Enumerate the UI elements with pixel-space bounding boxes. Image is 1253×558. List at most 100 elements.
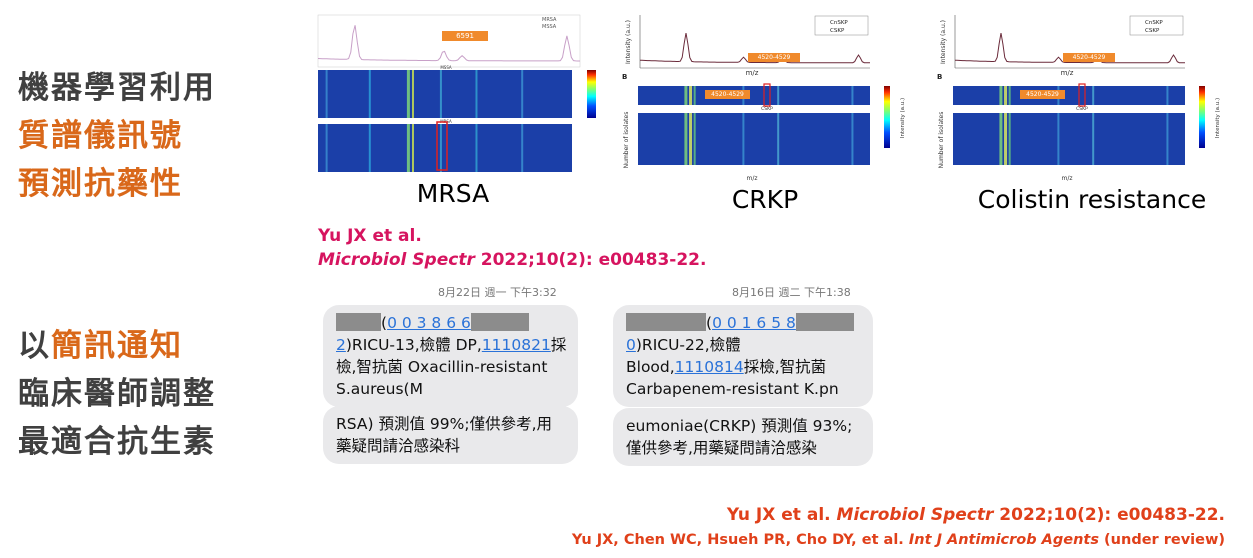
text: Blood,	[626, 358, 675, 376]
legend-entry: CnSKP	[1145, 20, 1163, 26]
heatmap-band	[368, 70, 371, 118]
peak-label: 6591	[456, 32, 474, 40]
panel-label: B	[622, 73, 627, 81]
redaction	[470, 313, 529, 331]
heading-line: 質譜儀訊號	[18, 118, 183, 154]
legend-box	[1129, 15, 1184, 36]
heatmap-band	[1166, 113, 1169, 165]
axis-label: Intensity (a.u.)	[625, 20, 632, 64]
reference: Yu JX et al. Microbiol Spectr 2022;10(2)…	[727, 505, 1225, 525]
caption: Colistin resistance	[978, 185, 1206, 214]
peak-label-box	[705, 90, 750, 99]
text: (	[706, 314, 713, 332]
heatmap	[638, 86, 870, 105]
axis-label: m/z	[746, 175, 757, 182]
heatmap-band	[1057, 113, 1060, 165]
heatmap-band	[693, 86, 696, 105]
highlight-box	[436, 121, 448, 171]
peak-label-box	[1063, 53, 1115, 62]
text: RSA) 預測值 99%;僅供參考,用	[336, 415, 553, 433]
heatmap-band	[684, 113, 688, 165]
heading-line: 預測抗藥性	[18, 166, 183, 202]
link[interactable]: 1110814	[674, 358, 744, 376]
text: 以	[18, 328, 51, 364]
heatmap-band	[325, 124, 328, 172]
heatmap-band	[1166, 86, 1169, 105]
heatmap-band	[411, 124, 414, 172]
heatmap	[953, 113, 1185, 165]
heading-line: 最適合抗生素	[18, 424, 216, 460]
link[interactable]: 0 0 3 8 6 6	[387, 314, 471, 332]
heading-line: 以簡訊通知	[18, 320, 183, 365]
panel-label: B	[937, 73, 942, 81]
colorbar	[587, 70, 596, 118]
axis-label: Number of isolates	[623, 112, 630, 169]
heatmap-band	[1092, 113, 1095, 165]
link[interactable]: 0 0 1 6 5 8	[712, 314, 796, 332]
spectrum-line	[639, 33, 870, 64]
heatmap-band	[1092, 86, 1095, 105]
text: Carbapenem-resistant K.pn	[626, 380, 839, 398]
text: S.aureus(M	[336, 380, 423, 398]
text: 採	[550, 336, 567, 354]
heatmap-band	[475, 124, 478, 172]
legend-entry: MSSA	[542, 24, 557, 30]
text: 藥疑問請洽感染科	[336, 437, 461, 455]
peak-label: 4520-4529	[758, 54, 791, 61]
author: Yu JX et al.	[726, 505, 837, 525]
message-bubble: (0 0 3 8 6 6 2)RICU-13,檢體 DP,1110821採 檢,…	[323, 305, 578, 407]
author: Yu JX, Chen WC, Hsueh PR, Cho DY, et al.	[571, 532, 909, 548]
link[interactable]: 0	[626, 336, 636, 354]
axis-label: m/z	[746, 69, 759, 77]
text: (	[381, 314, 388, 332]
heading-line: 機器學習利用	[18, 70, 216, 106]
legend-entry: CSKP	[830, 28, 845, 34]
peak-label-box	[748, 53, 800, 62]
timestamp: 8月16日 週二 下午1:38	[732, 286, 851, 299]
legend-box	[814, 15, 869, 36]
peak-label-box	[1020, 90, 1065, 99]
journal: Microbiol Spectr	[318, 250, 475, 270]
heatmap-band	[1004, 113, 1008, 165]
caption: CRKP	[732, 185, 798, 214]
heatmap-band	[689, 113, 693, 165]
heatmap-band	[411, 70, 414, 118]
heatmap-band	[475, 70, 478, 118]
details: 2022;10(2): e00483-22.	[474, 250, 707, 270]
axis-label: m/z	[1061, 175, 1072, 182]
redaction	[336, 313, 381, 331]
highlight-box	[1078, 83, 1086, 107]
link[interactable]: 1110821	[481, 336, 551, 354]
heading-line: 臨床醫師調整	[18, 376, 216, 412]
heatmap-band	[689, 86, 693, 105]
legend-entry: MRSA	[542, 17, 557, 23]
highlight-box	[763, 83, 771, 107]
axis-label: Intensity (a.u.)	[940, 20, 947, 64]
heatmap	[318, 70, 572, 118]
citation: Microbiol Spectr 2022;10(2): e00483-22.	[318, 250, 706, 270]
spectrum-line	[317, 25, 580, 62]
heatmap-band	[693, 113, 696, 165]
text: 檢,智抗菌 Oxacillin-resistant	[336, 358, 548, 376]
axis-label: m/z	[1061, 69, 1074, 77]
heatmap	[953, 86, 1185, 105]
peak-label: 4520-4529	[711, 91, 744, 98]
text: )RICU-22,檢體	[635, 336, 741, 354]
redaction	[795, 313, 854, 331]
heatmap-band	[406, 70, 410, 118]
peak-label-box	[442, 31, 488, 41]
journal: Microbiol Spectr	[836, 505, 994, 525]
text: 僅供參考,用藥疑問請洽感染	[626, 439, 817, 457]
heatmap-band	[439, 124, 442, 172]
reference: Yu JX, Chen WC, Hsueh PR, Cho DY, et al.…	[572, 532, 1225, 548]
link[interactable]: 2	[336, 336, 346, 354]
spectrum-line	[954, 33, 1185, 64]
heatmap-band	[1008, 86, 1011, 105]
colorbar	[1199, 86, 1205, 148]
heatmap-label: CSKP	[761, 106, 773, 112]
heatmap-band	[999, 113, 1003, 165]
heatmap-band	[406, 124, 410, 172]
heatmap-band	[521, 70, 524, 118]
